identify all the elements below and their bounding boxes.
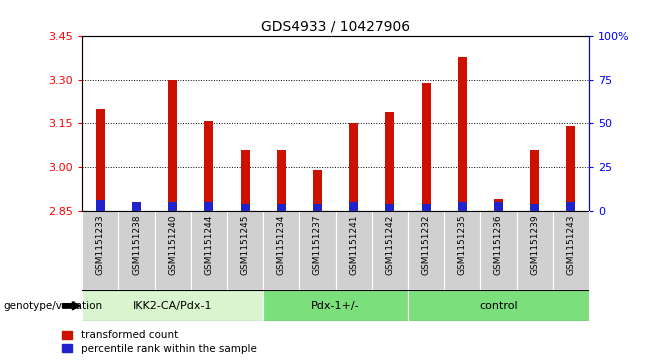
Bar (205, 121, 213, 211)
Text: GSM1151242: GSM1151242 (386, 215, 394, 275)
Text: GSM1151240: GSM1151240 (168, 215, 177, 275)
Text: GSM1151238: GSM1151238 (132, 215, 141, 275)
Text: GSM1151232: GSM1151232 (422, 215, 430, 275)
Bar (132, 202, 141, 211)
Text: GSM1151244: GSM1151244 (205, 215, 213, 275)
Bar (480, 211, 517, 290)
Bar (372, 211, 408, 290)
Bar (530, 150, 539, 211)
Bar (530, 204, 539, 211)
Legend: transformed count, percentile rank within the sample: transformed count, percentile rank withi… (58, 326, 261, 358)
Bar (155, 211, 191, 290)
Text: GSM1151243: GSM1151243 (567, 215, 575, 275)
Bar (408, 290, 589, 321)
Bar (96, 109, 105, 211)
Bar (494, 202, 503, 211)
Text: GSM1151237: GSM1151237 (313, 215, 322, 275)
Bar (118, 211, 155, 290)
Bar (567, 202, 575, 211)
Bar (277, 204, 286, 211)
Bar (168, 202, 177, 211)
Bar (82, 290, 263, 321)
Bar (241, 204, 249, 211)
Text: GSM1151241: GSM1151241 (349, 215, 358, 275)
Bar (408, 211, 444, 290)
Bar (422, 83, 430, 211)
Text: GSM1151245: GSM1151245 (241, 215, 249, 275)
Bar (386, 112, 394, 211)
Title: GDS4933 / 10427906: GDS4933 / 10427906 (261, 20, 410, 34)
Bar (96, 200, 105, 211)
Bar (241, 150, 249, 211)
Text: IKK2-CA/Pdx-1: IKK2-CA/Pdx-1 (133, 301, 213, 311)
Text: control: control (479, 301, 518, 311)
Bar (263, 290, 408, 321)
Bar (82, 211, 118, 290)
Text: GSM1151233: GSM1151233 (96, 215, 105, 275)
Bar (263, 211, 299, 290)
Text: GSM1151239: GSM1151239 (530, 215, 539, 275)
Text: GSM1151236: GSM1151236 (494, 215, 503, 275)
Bar (422, 204, 430, 211)
Bar (313, 204, 322, 211)
Bar (336, 211, 372, 290)
Bar (458, 202, 467, 211)
Bar (277, 150, 286, 211)
Text: GSM1151234: GSM1151234 (277, 215, 286, 275)
Bar (313, 170, 322, 211)
Bar (205, 202, 213, 211)
Bar (444, 211, 480, 290)
Text: Pdx-1+/-: Pdx-1+/- (311, 301, 360, 311)
Bar (191, 211, 227, 290)
Bar (349, 123, 358, 211)
Bar (299, 211, 336, 290)
Bar (553, 211, 589, 290)
Text: genotype/variation: genotype/variation (3, 301, 103, 311)
Bar (458, 57, 467, 211)
Text: GSM1151235: GSM1151235 (458, 215, 467, 275)
Bar (168, 80, 177, 211)
Bar (517, 211, 553, 290)
Bar (386, 204, 394, 211)
Bar (227, 211, 263, 290)
Bar (132, 202, 141, 211)
Bar (567, 126, 575, 211)
Bar (494, 199, 503, 211)
Bar (349, 202, 358, 211)
